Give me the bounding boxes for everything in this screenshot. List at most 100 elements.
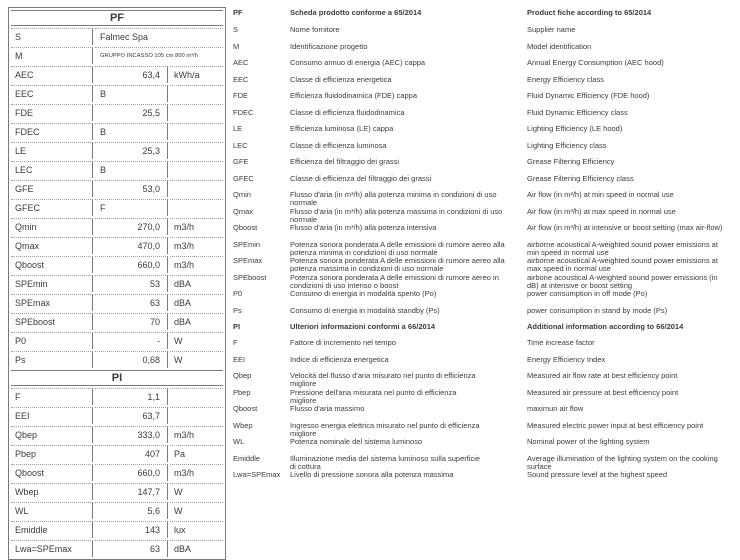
legend-description-en: power consumption in stand by mode (Ps): [527, 305, 668, 315]
row-value: 70: [95, 313, 168, 330]
legend-code: Ps: [233, 305, 242, 315]
row-code: Qbep: [11, 426, 93, 443]
legend-code: Wbep: [233, 420, 253, 430]
legend-row: F Fattore di incremento nel tempo Time inc…: [233, 338, 738, 355]
row-value: B: [95, 85, 168, 102]
legend-code: LE: [233, 124, 243, 133]
row-code: Emiddle: [11, 521, 93, 538]
row-value: 333,0: [95, 426, 168, 443]
legend-description-it: Potenza sonora ponderata A delle emissio…: [290, 272, 499, 290]
row-unit: m3/h: [170, 464, 224, 481]
legend-description-it: Potenza sonora ponderata A delle emissio…: [290, 239, 505, 257]
legend-description-en: Grease Filtering Efficiency class: [527, 173, 634, 183]
legend-row: Lwa=SPEmax Livello di pressione sonora al…: [233, 470, 738, 487]
row-value: -: [95, 332, 168, 349]
row-code: P0: [11, 332, 93, 349]
legend-description-it: Efficienza del filtraggio dei grassi: [290, 157, 400, 166]
row-value: 53: [95, 275, 168, 292]
row-code: LEC: [11, 161, 93, 178]
legend-code: LEC: [233, 140, 248, 150]
table-row: WL 5,6 W: [11, 502, 224, 519]
row-code: SPEboost: [11, 313, 93, 330]
legend-description-en: Measured electric power input at best ef…: [527, 420, 704, 430]
legend-description-en: Fluid Dynamic Efficiency class: [527, 107, 628, 117]
legend-row: M Identificazione progetto Model identific…: [233, 42, 738, 59]
legend-code: FDEC: [233, 107, 254, 117]
legend-row: P0 Consumo di energia in modalità spento …: [233, 289, 738, 306]
legend-code: Qboost: [233, 404, 258, 413]
legend-row: SPEboost Potenza sonora ponderata A delle…: [233, 272, 738, 290]
row-unit: kWh/a: [170, 66, 224, 83]
table-row: LE 25,3: [11, 142, 224, 159]
table-row: S Falmec Spa: [11, 28, 224, 45]
row-code: Qmax: [11, 237, 93, 254]
legend-description-en: airbone acoustical A-weighted sound powe…: [527, 272, 718, 290]
row-value: 470,0: [95, 237, 168, 254]
legend-description-en: Nominal power of the lighting system: [527, 437, 650, 446]
legend-code: PI: [233, 322, 241, 331]
row-code: Pbep: [11, 445, 93, 462]
legend-row: EEI Indice di efficienza energetica Energy…: [233, 355, 738, 372]
legend-description-it: Fattore di incremento nel tempo: [290, 338, 396, 347]
legend-row: AEC Consumo annuo di energia (AEC) cappa A…: [233, 58, 738, 75]
legend-code: GFE: [233, 157, 249, 166]
row-value: 1,1: [95, 388, 168, 405]
table-row: EEI 63,7: [11, 407, 224, 424]
legend-row: FDEC Classe di efficienza fluidodinamica F…: [233, 108, 738, 125]
legend-description-it: Flusso d'aria (in m³/h) alla potenza int…: [290, 223, 437, 232]
legend-row: WL Potenza nominale del sistema luminoso N…: [233, 437, 738, 454]
row-unit: W: [170, 332, 224, 349]
legend-description-en: Measured air flow rate at best efficienc…: [527, 371, 678, 380]
row-value: 270,0: [95, 218, 168, 235]
row-value: GRUPPO INCASSO 105 cm 800 m³/h: [95, 47, 224, 64]
product-fiche-table: PF S Falmec Spa M GRUPPO INCASSO 105 cm 800 …: [8, 7, 227, 560]
legend-description-it: Potenza sonora ponderata A delle emissio…: [290, 256, 505, 273]
legend-description-it: Scheda prodotto conforme a 65/2014: [290, 8, 422, 17]
legend-description-it: Ingresso energia elettrica misurato nel …: [290, 420, 480, 438]
legend-description-en: Fluid Dynamic Efficiency (FDE hood): [527, 91, 650, 100]
table-row: Qbep 333,0 m3/h: [11, 426, 224, 443]
row-unit: dBA: [170, 313, 224, 330]
legend-code: P0: [233, 289, 243, 298]
legend-description-en: Energy Efficiency class: [527, 74, 604, 84]
legend: PF Scheda prodotto conforme a 65/2014 Prod…: [233, 8, 738, 487]
legend-description-it: Flusso d'aria massimo: [290, 404, 365, 413]
row-value: 63,7: [95, 407, 168, 424]
row-unit: [170, 142, 224, 159]
legend-row: Qmax Flusso d'aria (in m³/h) alla potenza…: [233, 206, 738, 224]
legend-row: Qmin Flusso d'aria (in m³/h) alla potenza…: [233, 190, 738, 207]
legend-row: Qboost Flusso d'aria (in m³/h) alla poten…: [233, 223, 738, 240]
table-row: F 1,1: [11, 388, 224, 405]
legend-description-en: Air flow (in m³/h) at max speed in norma…: [527, 206, 676, 216]
legend-row: PI Ulteriori informazioni conformi a 66/2…: [233, 322, 738, 338]
row-value: F: [95, 199, 168, 216]
legend-description-en: Lighting Efficiency class: [527, 140, 607, 150]
legend-row: GFEC Classe di efficienza del filtraggio …: [233, 174, 738, 191]
legend-row: SPEmax Potenza sonora ponderata A delle e…: [233, 256, 738, 273]
legend-description-it: Pressione dell'aria misurata nel punto d…: [290, 387, 457, 405]
legend-description-it: Illuminazione media del sistema luminoso…: [290, 453, 481, 471]
section-header-pi: PI: [11, 370, 224, 386]
legend-code: EEC: [233, 74, 249, 84]
row-unit: lux: [170, 521, 224, 538]
legend-code: F: [233, 338, 238, 347]
table-row: SPEboost 70 dBA: [11, 313, 224, 330]
legend-description-it: Ulteriori informazioni conformi a 66/201…: [290, 322, 436, 331]
row-unit: [170, 180, 224, 197]
row-value: B: [95, 123, 168, 140]
row-unit: [170, 199, 224, 216]
table-row: FDE 25,5: [11, 104, 224, 121]
table-row: Ps 0,68 W: [11, 351, 224, 368]
legend-description-en: airborne acoustical A-weighted sound pow…: [527, 256, 718, 273]
legend-row: Qbep Velocità del flusso d'aria misurato …: [233, 371, 738, 388]
legend-row: Pbep Pressione dell'aria misurata nel pun…: [233, 387, 738, 405]
row-value: 5,6: [95, 502, 168, 519]
row-value: 63,4: [95, 66, 168, 83]
legend-description-en: Measured air pressure at best efficiency…: [527, 387, 679, 397]
table-row: Emiddle 143 lux: [11, 521, 224, 538]
row-code: M: [11, 47, 93, 64]
table-row: Qboost 660,0 m3/h: [11, 256, 224, 273]
legend-description-it: Flusso d'aria (in m³/h) alla potenza mas…: [290, 206, 503, 224]
row-value: 25,3: [95, 142, 168, 159]
row-unit: [170, 123, 224, 140]
